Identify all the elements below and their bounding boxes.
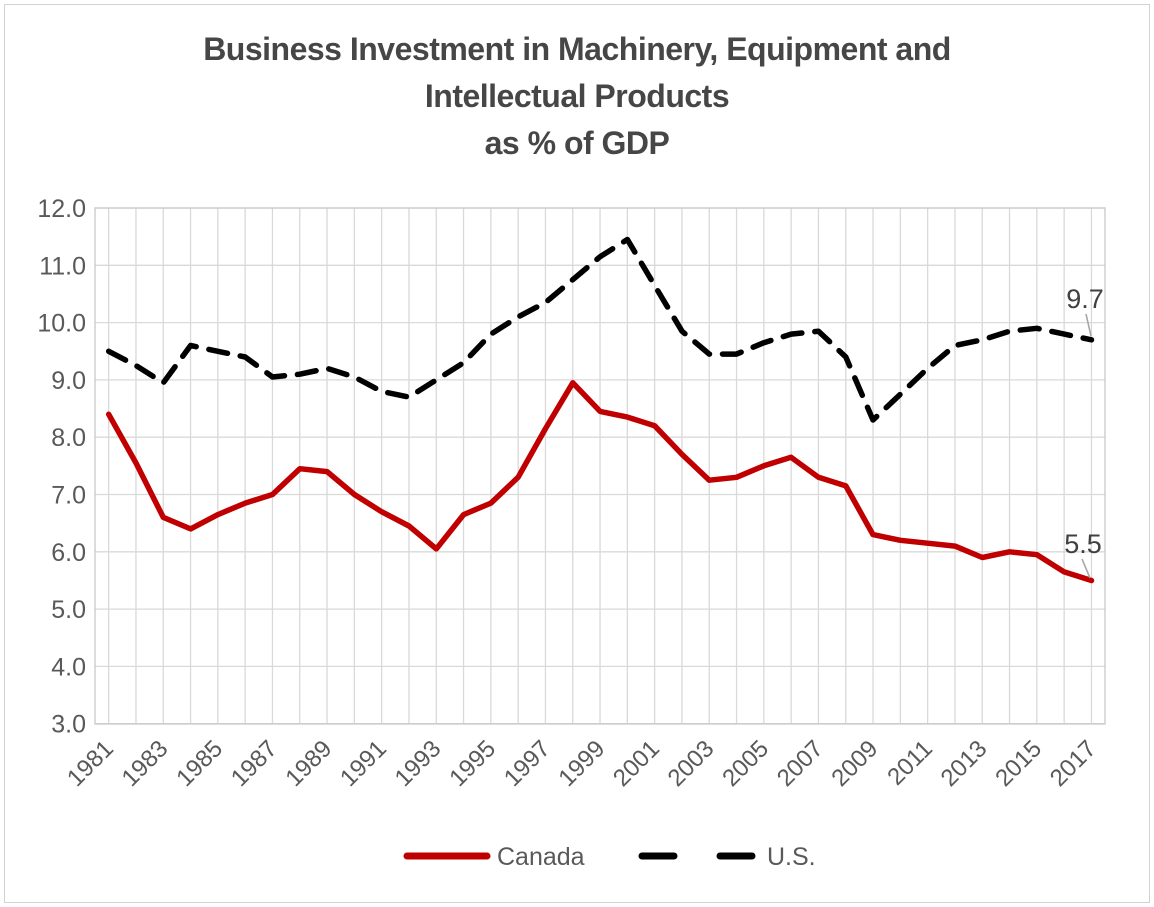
y-axis-tick-label: 8.0 [51, 424, 86, 452]
x-axis-tick-label: 1987 [226, 735, 283, 792]
x-axis-tick-label: 1985 [171, 735, 228, 792]
end-data-label-canada: 5.5 [1064, 529, 1102, 559]
x-axis-tick-label: 2003 [663, 735, 720, 792]
x-axis-tick-label: 2013 [936, 735, 993, 792]
x-axis-tick-label: 2005 [717, 735, 774, 792]
chart-title-line-2: Intellectual Products [424, 78, 730, 114]
x-axis-tick-label: 1995 [444, 735, 501, 792]
y-axis-tick-label: 11.0 [39, 252, 86, 280]
chart-title-line-3: as % of GDP [484, 125, 670, 161]
leader-line-canada [1081, 558, 1091, 579]
y-axis-tick-label: 5.0 [51, 596, 86, 624]
x-axis-tick-label: 1981 [62, 735, 119, 792]
chart-title-line-1: Business Investment in Machinery, Equipm… [203, 31, 951, 67]
series-line-canada [105, 380, 1095, 584]
plot-border [94, 207, 1106, 725]
y-axis-tick-label: 7.0 [51, 482, 86, 510]
end-data-label-us: 9.7 [1066, 284, 1104, 314]
x-axis-tick-label: 1991 [335, 735, 392, 792]
y-axis-tick-label: 12.0 [37, 195, 86, 223]
y-axis-tick-label: 6.0 [51, 539, 86, 567]
leader-line-us [1085, 313, 1092, 337]
y-axis-tick-label: 4.0 [51, 653, 86, 681]
x-axis-tick-label: 2017 [1045, 735, 1102, 792]
y-axis-tick-label: 10.0 [37, 310, 86, 338]
x-axis-tick-label: 1999 [553, 735, 610, 792]
series-line-us [105, 236, 1095, 423]
y-axis-tick-label: 3.0 [51, 711, 86, 739]
legend-label-us: U.S. [767, 843, 816, 871]
x-axis-tick-label: 1983 [117, 735, 174, 792]
chart-title: Business Investment in Machinery, Equipm… [0, 26, 1154, 167]
x-axis-tick-label: 2009 [826, 735, 883, 792]
x-axis-tick-label: 2007 [772, 735, 829, 792]
x-axis-tick-label: 1993 [390, 735, 447, 792]
x-axis-tick-label: 1989 [280, 735, 337, 792]
x-axis-tick-label: 2001 [608, 735, 665, 792]
x-axis-tick-label: 2015 [990, 735, 1047, 792]
legend-label-canada: Canada [497, 843, 585, 871]
x-axis-tick-label: 2011 [882, 735, 938, 791]
x-axis-tick-label: 1997 [499, 735, 556, 792]
y-axis-tick-label: 9.0 [51, 367, 86, 395]
